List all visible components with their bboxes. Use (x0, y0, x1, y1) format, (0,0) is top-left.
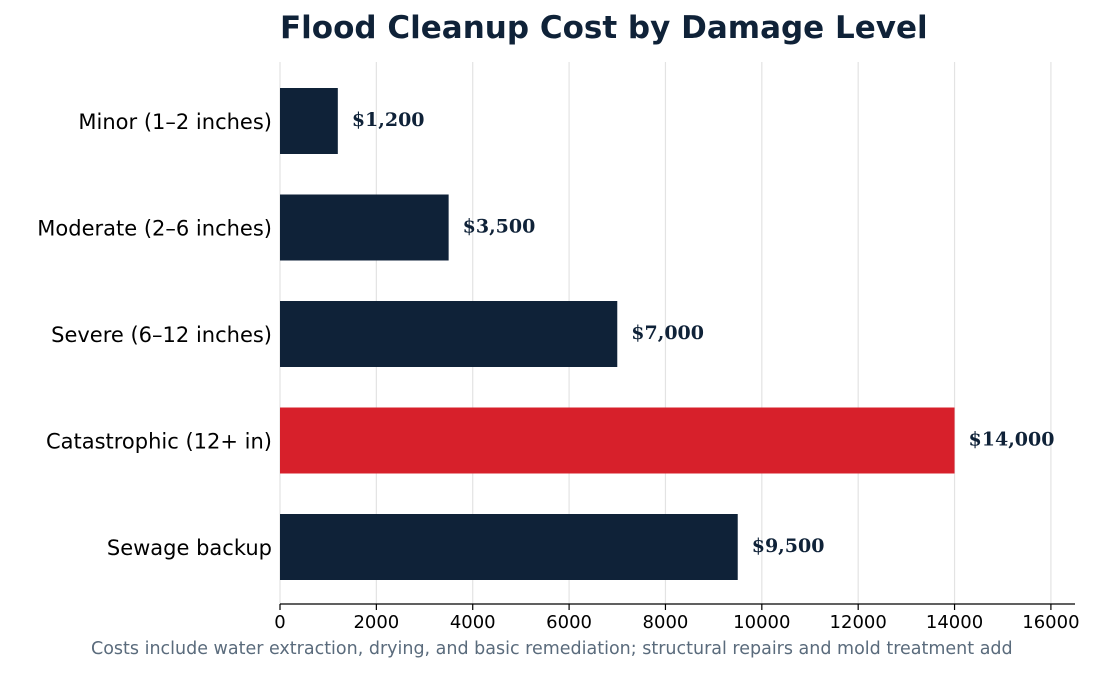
category-label: Minor (1–2 inches) (78, 110, 272, 134)
category-label: Moderate (2–6 inches) (37, 217, 272, 241)
value-label: $3,500 (463, 216, 536, 238)
value-label: $1,200 (352, 109, 425, 131)
category-label: Severe (6–12 inches) (51, 323, 272, 347)
value-label: $9,500 (752, 535, 825, 557)
x-axis: 0 2000 4000 6000 8000 10000 12000 14000 16000 (274, 603, 1080, 633)
labels: Minor (1–2 inches) $1,200 Moderate (2–6 in… (37, 109, 1054, 560)
category-label: Catastrophic (12+ in) (46, 430, 272, 454)
bar (280, 514, 738, 580)
x-tick-label: 8000 (643, 612, 689, 633)
chart-title: Flood Cleanup Cost by Damage Level (280, 10, 928, 46)
x-tick-label: 2000 (353, 612, 399, 633)
chart-caption: Costs include water extraction, drying, … (91, 639, 1013, 659)
x-tick-label: 0 (274, 612, 285, 633)
x-tick-label: 10000 (733, 612, 790, 633)
value-label: $14,000 (969, 429, 1055, 451)
bar (280, 301, 618, 367)
bars (280, 88, 955, 580)
x-tick-label: 14000 (926, 612, 983, 633)
x-tick-label: 12000 (830, 612, 887, 633)
x-tick-label: 16000 (1022, 612, 1079, 633)
value-label: $7,000 (631, 322, 704, 344)
bar (280, 88, 338, 154)
x-tick-label: 6000 (546, 612, 592, 633)
grid-lines (279, 62, 1052, 604)
bar (280, 407, 955, 474)
x-tick-label: 4000 (450, 612, 496, 633)
bar (280, 194, 449, 261)
category-label: Sewage backup (107, 536, 272, 560)
